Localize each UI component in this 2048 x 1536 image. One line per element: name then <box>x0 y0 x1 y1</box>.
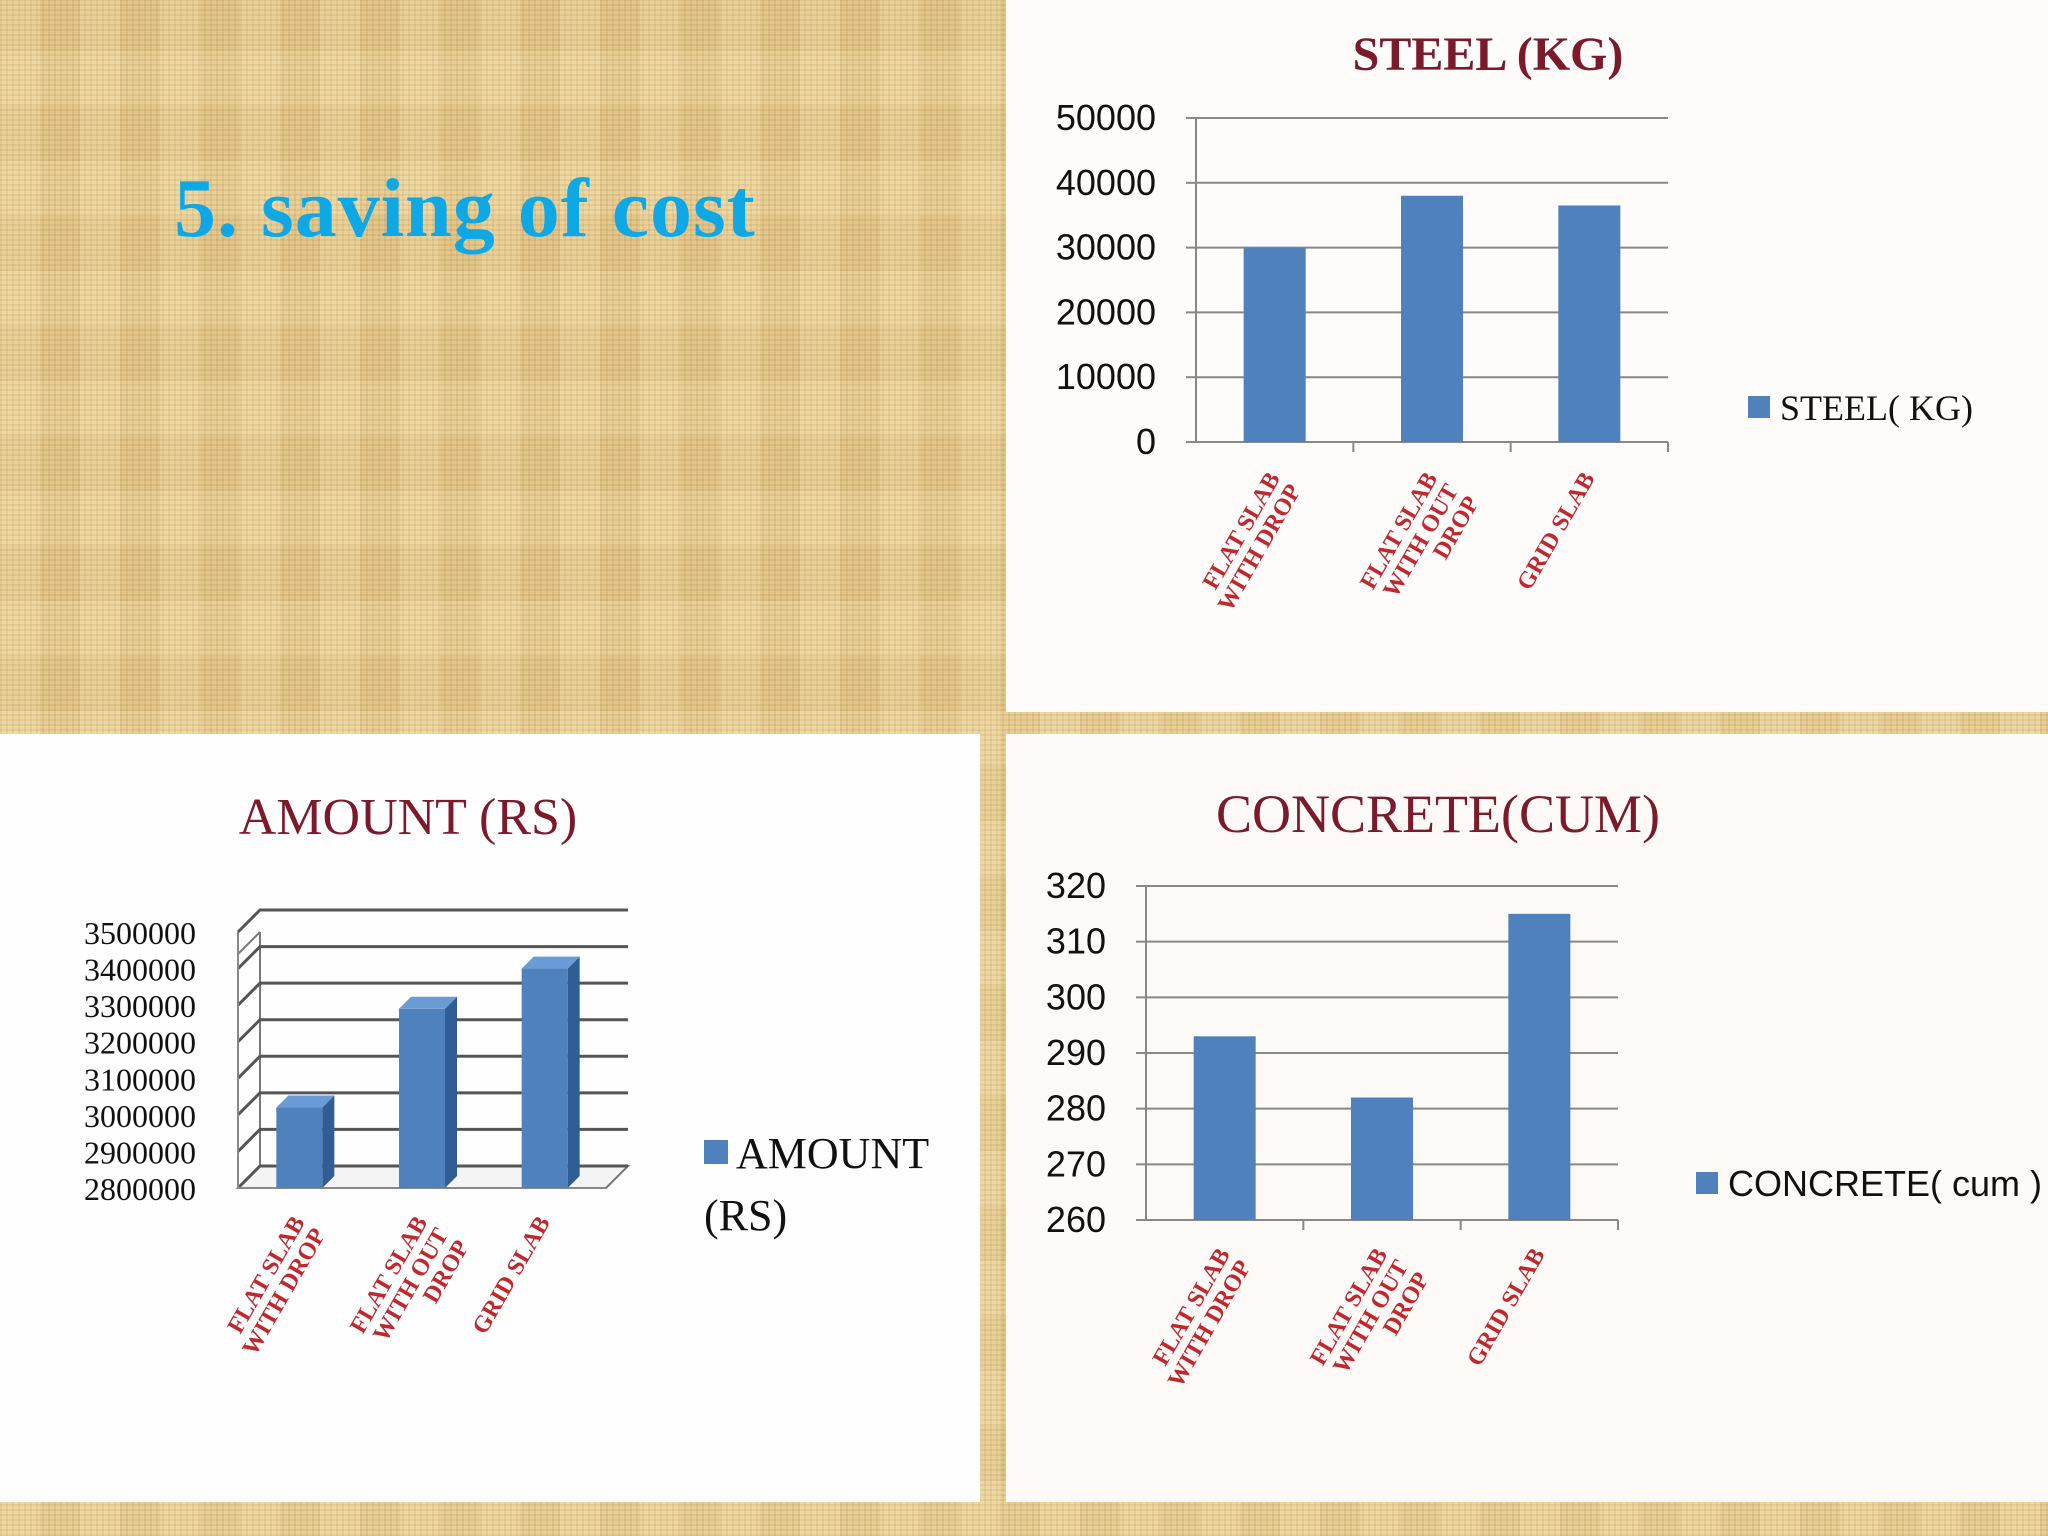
steel-y-tick-label: 30000 <box>1056 227 1156 268</box>
amount-chart-title: AMOUNT (RS) <box>239 789 578 846</box>
concrete-y-tick-label: 290 <box>1046 1032 1106 1073</box>
concrete-chart-panel: CONCRETE(CUM) 260 270 280 290 300 310 320 FLAT S… <box>1006 734 2048 1502</box>
amount-x-category-label: FLAT SLABWITH OUTDROP <box>345 1212 474 1362</box>
concrete-y-tick-label: 300 <box>1046 976 1106 1017</box>
amount-gridline <box>236 1127 628 1153</box>
concrete-chart-title: CONCRETE(CUM) <box>1216 784 1660 844</box>
concrete-y-tick-label: 280 <box>1046 1088 1106 1129</box>
steel-x-category-label: FLAT SLABWITH OUTDROP <box>1355 468 1484 618</box>
slide-title: 5. saving of cost <box>174 162 756 255</box>
amount-x-category-label: GRID SLAB <box>468 1212 556 1339</box>
amount-bar <box>521 968 568 1188</box>
amount-bar <box>276 1107 323 1188</box>
steel-bar <box>1243 247 1306 442</box>
steel-bar <box>1401 195 1463 442</box>
amount-legend-swatch <box>704 1140 728 1164</box>
amount-y-tick-label: 3000000 <box>84 1098 196 1134</box>
amount-gridline <box>236 1018 628 1043</box>
amount-gridline <box>236 1164 628 1190</box>
concrete-y-tick-label: 320 <box>1046 865 1106 906</box>
amount-bar-top <box>276 1095 335 1108</box>
amount-x-category-label: FLAT SLABWITH DROP <box>217 1212 331 1360</box>
amount-y-tick-label: 2900000 <box>84 1134 196 1170</box>
amount-y-tick-label: 2800000 <box>84 1171 196 1207</box>
amount-gridline <box>236 1054 628 1080</box>
amount-y-tick-label: 3500000 <box>84 915 196 951</box>
concrete-legend-swatch <box>1696 1172 1718 1194</box>
amount-chart: AMOUNT (RS)28000002900000300000031000003… <box>84 789 929 1362</box>
concrete-bar <box>1508 913 1571 1220</box>
steel-chart-panel: STEEL (KG) 0 10000 20000 30000 40000 50000 FLAT… <box>1006 0 2048 712</box>
concrete-chart: CONCRETE(CUM) 260 270 280 290 300 310 320 FLAT S… <box>1046 784 2042 1394</box>
concrete-x-category-line: GRID SLAB <box>1462 1244 1550 1371</box>
amount-legend-label: AMOUNT (RS) <box>704 1129 929 1240</box>
amount-bar-side <box>567 956 580 1188</box>
amount-wall-edge <box>237 931 261 955</box>
amount-y-tick-label: 3100000 <box>84 1061 196 1097</box>
amount-bar-top <box>399 996 457 1009</box>
amount-gridline <box>236 908 628 934</box>
concrete-y-tick-label: 260 <box>1046 1199 1106 1240</box>
amount-bar-side <box>322 1095 335 1188</box>
concrete-bar <box>1193 1036 1256 1220</box>
steel-bar <box>1558 205 1621 442</box>
steel-x-category-label: FLAT SLABWITH DROP <box>1192 468 1306 616</box>
concrete-bar <box>1351 1097 1413 1220</box>
steel-chart: STEEL (KG) 0 10000 20000 30000 40000 50000 FLAT… <box>1056 28 1973 618</box>
amount-bar-side <box>445 996 457 1188</box>
amount-gridline <box>236 981 628 1007</box>
amount-gridline <box>236 945 628 970</box>
amount-y-tick-label: 3400000 <box>84 952 196 988</box>
steel-x-category-line: GRID SLAB <box>1512 468 1600 595</box>
steel-x-category-label: GRID SLAB <box>1512 468 1600 595</box>
concrete-legend-label: CONCRETE( cum ) <box>1728 1163 2042 1204</box>
steel-legend-label: STEEL( KG) <box>1780 388 1973 428</box>
steel-y-tick-label: 0 <box>1136 421 1156 462</box>
steel-y-tick-label: 10000 <box>1056 356 1156 397</box>
steel-y-tick-label: 50000 <box>1056 97 1156 138</box>
steel-y-tick-label: 20000 <box>1056 291 1156 332</box>
amount-y-tick-label: 3200000 <box>84 1025 196 1061</box>
concrete-y-tick-label: 310 <box>1046 921 1106 962</box>
concrete-x-category-label: FLAT SLABWITH OUTDROP <box>1305 1244 1434 1394</box>
concrete-x-category-label: FLAT SLABWITH DROP <box>1142 1244 1256 1392</box>
steel-chart-title: STEEL (KG) <box>1353 28 1624 81</box>
steel-y-tick-label: 40000 <box>1056 162 1156 203</box>
concrete-y-tick-label: 270 <box>1046 1143 1106 1184</box>
steel-legend-swatch <box>1748 396 1770 418</box>
amount-bar <box>399 1008 445 1188</box>
amount-bar-top <box>521 956 580 969</box>
amount-gridline <box>236 1091 628 1116</box>
amount-y-tick-label: 3300000 <box>84 988 196 1024</box>
amount-x-category-line: GRID SLAB <box>468 1212 556 1339</box>
concrete-x-category-label: GRID SLAB <box>1462 1244 1550 1371</box>
amount-chart-panel: AMOUNT (RS) 2800000 2900000 3000000 3100000 3… <box>0 734 980 1502</box>
